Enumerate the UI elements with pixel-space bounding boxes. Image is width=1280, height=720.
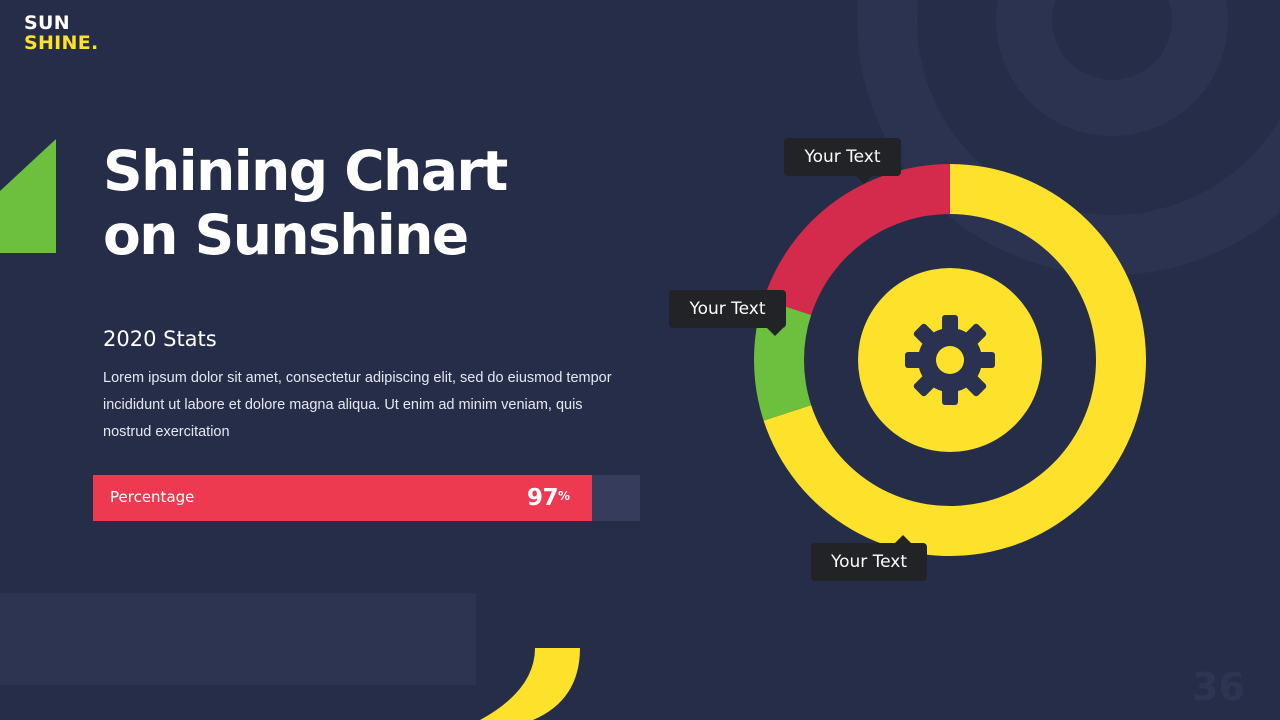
page-title: Shining Chart on Sunshine	[103, 139, 508, 267]
callout-bottom: Your Text	[811, 535, 927, 581]
title-line-2: on Sunshine	[103, 203, 469, 267]
progress-bar-track: Percentage 97%	[93, 475, 640, 521]
stats-body-text: Lorem ipsum dolor sit amet, consectetur …	[103, 370, 612, 440]
title-line-1: Shining Chart	[103, 139, 508, 203]
decor-ring-inner	[996, 0, 1228, 136]
callout-top: Your Text	[784, 138, 901, 184]
decor-yellow-arc	[480, 648, 580, 720]
progress-value: 97%	[527, 484, 570, 512]
callout-left-text: Your Text	[689, 299, 766, 319]
callout-bottom-text: Your Text	[830, 552, 908, 572]
progress-value-unit: %	[558, 489, 570, 503]
callout-left: Your Text	[669, 290, 786, 336]
stats-heading: 2020 Stats	[103, 327, 217, 351]
progress-value-number: 97	[527, 485, 559, 511]
progress-label: Percentage	[110, 488, 195, 506]
logo-line-1: SUN	[24, 12, 70, 34]
callout-top-text: Your Text	[804, 147, 881, 167]
slide-number: 36	[1192, 665, 1245, 709]
gear-icon	[905, 315, 995, 405]
donut-slice-3	[763, 164, 950, 315]
decor-ring-outer	[857, 0, 1280, 275]
progress-bar-fill	[93, 475, 592, 521]
green-accent-triangle	[0, 139, 56, 253]
decor-bottom-panel	[0, 593, 476, 685]
logo-line-2: SHINE.	[24, 32, 99, 54]
brand-logo: SUN SHINE.	[24, 13, 99, 53]
